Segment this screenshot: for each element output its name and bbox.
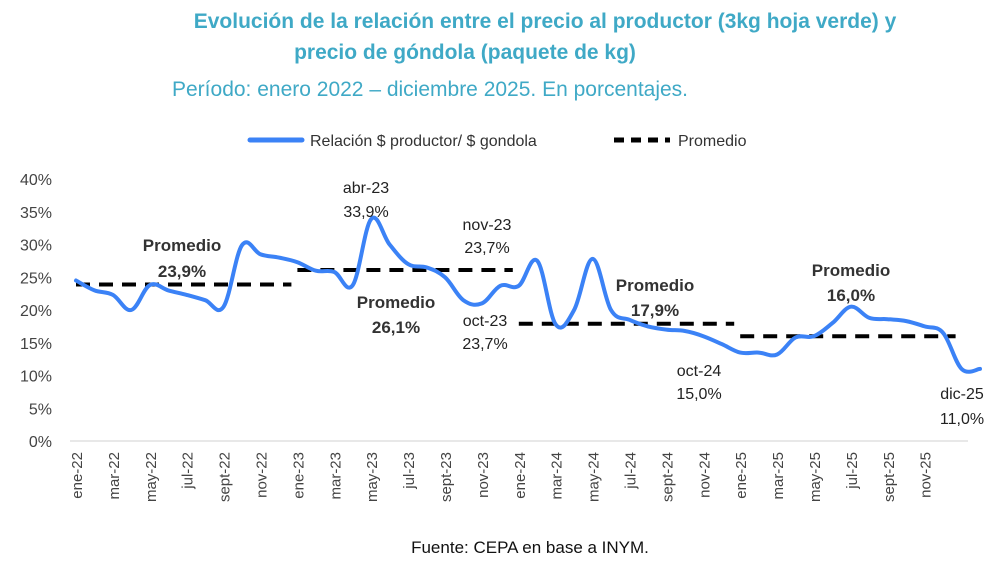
source-note: Fuente: CEPA en base a INYM. [411, 538, 649, 557]
x-tick-label: nov-24 [696, 452, 713, 498]
chart-subtitle: Período: enero 2022 – diciembre 2025. En… [172, 78, 689, 101]
x-tick-label: sept-23 [438, 452, 455, 502]
series-line [74, 215, 982, 374]
x-tick-label: jul-24 [623, 452, 640, 490]
legend: Relación $ productor/ $ gondola Promedio [247, 133, 747, 150]
x-tick-label: mar-23 [327, 452, 344, 500]
y-axis: 0% 5% 10% 15% 20% 25% 30% 35% 40% [20, 172, 52, 451]
average-value-2022: 23,9% [158, 262, 206, 281]
x-tick-label: nov-23 [475, 452, 492, 498]
x-tick-label: mar-24 [549, 452, 566, 500]
annotation-value-nov-23: 23,7% [464, 240, 509, 257]
point-annotations: abr-23 33,9% nov-23 23,7% oct-23 23,7% o… [343, 180, 984, 428]
chart-title-line2: precio de góndola (paquete de kg) [294, 41, 636, 64]
x-tick-label: may-25 [807, 452, 824, 502]
x-tick-label: sept-22 [217, 452, 234, 502]
annotation-label-dic-25: dic-25 [940, 386, 984, 403]
y-tick-label: 40% [20, 172, 52, 189]
annotation-label-nov-23: nov-23 [463, 217, 512, 234]
average-label-2025: Promedio [812, 261, 890, 280]
y-tick-label: 5% [29, 401, 52, 418]
annotation-value-dic-25: 11,0% [940, 411, 984, 428]
x-tick-label: ene-23 [290, 452, 307, 499]
annotation-label-abr-23: abr-23 [343, 180, 389, 197]
x-tick-label: sept-24 [659, 452, 676, 502]
average-value-2023: 26,1% [372, 318, 420, 337]
y-tick-label: 10% [20, 369, 52, 386]
annotation-value-oct-23: 23,7% [462, 336, 507, 353]
x-tick-label: ene-25 [733, 452, 750, 499]
x-tick-label: jul-23 [401, 452, 418, 490]
x-tick-label: mar-22 [106, 452, 123, 500]
y-tick-label: 25% [20, 270, 52, 287]
chart-title-line1: Evolución de la relación entre el precio… [193, 10, 897, 33]
x-tick-label: nov-25 [918, 452, 935, 498]
legend-average-label: Promedio [678, 133, 747, 150]
annotation-label-oct-24: oct-24 [677, 363, 722, 380]
y-tick-label: 30% [20, 238, 52, 255]
x-tick-label: sept-25 [881, 452, 898, 502]
average-value-2024: 17,9% [631, 301, 679, 320]
x-tick-label: may-22 [143, 452, 160, 502]
x-tick-label: jul-22 [180, 452, 197, 490]
average-label-2023: Promedio [357, 293, 435, 312]
x-tick-label: ene-24 [512, 452, 529, 499]
x-tick-label: may-23 [364, 452, 381, 502]
x-tick-label: nov-22 [254, 452, 271, 498]
annotation-value-oct-24: 15,0% [676, 386, 721, 403]
chart-title: Evolución de la relación entre el precio… [0, 6, 1000, 68]
average-label-2024: Promedio [616, 276, 694, 295]
y-tick-label: 0% [29, 434, 52, 451]
x-axis: ene-22 mar-22 may-22 jul-22 sept-22 nov-22 ene… [69, 452, 935, 502]
x-tick-label: mar-25 [770, 452, 787, 500]
annotation-label-oct-23: oct-23 [463, 313, 508, 330]
average-value-2025: 16,0% [827, 286, 875, 305]
x-tick-label: ene-22 [69, 452, 86, 499]
x-tick-label: may-24 [586, 452, 603, 502]
x-tick-label: jul-25 [844, 452, 861, 490]
y-tick-label: 35% [20, 205, 52, 222]
y-tick-label: 15% [20, 336, 52, 353]
line-chart: Relación $ productor/ $ gondola Promedio… [20, 133, 984, 502]
legend-series-label: Relación $ productor/ $ gondola [310, 133, 537, 150]
y-tick-label: 20% [20, 303, 52, 320]
annotation-value-abr-23: 33,9% [343, 204, 388, 221]
average-labels: Promedio 23,9% Promedio 26,1% Promedio 1… [143, 236, 890, 337]
average-label-2022: Promedio [143, 236, 221, 255]
